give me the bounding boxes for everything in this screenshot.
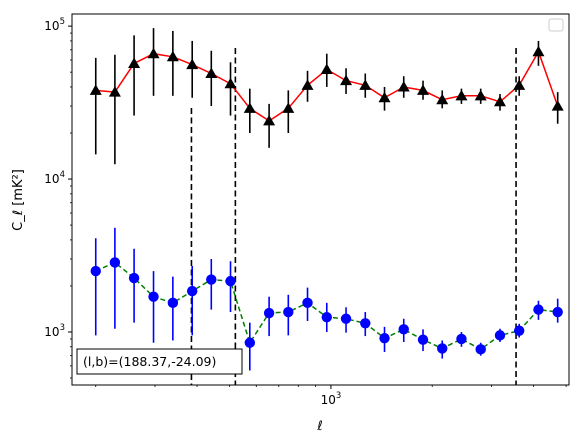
series-1 <box>89 28 564 165</box>
data-point-circle <box>302 297 313 309</box>
data-point-circle <box>437 343 448 354</box>
data-point-triangle <box>263 114 276 126</box>
data-point-triangle <box>166 50 179 62</box>
data-point-circle <box>206 274 217 285</box>
x-axis-label: ℓ <box>316 419 322 434</box>
data-point-circle <box>225 275 236 287</box>
series-2 <box>90 227 563 371</box>
data-point-triangle <box>513 79 526 90</box>
data-point-circle <box>109 257 121 268</box>
data-point-triangle <box>301 79 314 90</box>
data-point-triangle <box>89 84 102 95</box>
x-axis-ticks: 103 <box>95 385 567 407</box>
data-point-triangle <box>282 102 295 113</box>
data-point-circle <box>417 334 429 345</box>
data-point-triangle <box>551 100 564 111</box>
data-point-triangle <box>340 74 353 86</box>
data-point-triangle <box>243 102 256 113</box>
data-point-triangle <box>147 47 160 59</box>
data-point-triangle <box>108 86 121 97</box>
data-point-circle <box>283 306 294 318</box>
data-point-circle <box>456 333 467 345</box>
data-point-circle <box>263 307 275 319</box>
y-tick-label: 105 <box>44 17 65 33</box>
data-point-triangle <box>224 77 237 89</box>
data-point-circle <box>244 337 256 348</box>
data-point-circle <box>148 291 159 302</box>
data-point-circle <box>552 306 563 318</box>
data-point-triangle <box>128 57 141 68</box>
data-point-circle <box>340 313 352 324</box>
data-point-triangle <box>474 89 487 101</box>
data-point-triangle <box>436 93 449 105</box>
data-point-circle <box>360 318 371 329</box>
plot-area <box>71 13 570 386</box>
annotation-box <box>76 348 243 375</box>
data-point-triangle <box>186 58 199 70</box>
y-axis-label: C_ℓ [mK²] <box>11 169 26 231</box>
data-point-circle <box>90 265 101 277</box>
data-point-triangle <box>455 89 468 101</box>
series-layer <box>89 28 564 371</box>
data-point-circle <box>398 324 409 335</box>
data-point-circle <box>494 330 506 341</box>
data-point-triangle <box>205 67 218 78</box>
data-point-circle <box>533 304 544 315</box>
legend-box <box>548 18 564 32</box>
data-point-triangle <box>532 45 545 57</box>
data-point-circle <box>475 344 486 355</box>
data-point-triangle <box>359 79 372 90</box>
data-point-circle <box>128 272 140 284</box>
data-point-triangle <box>320 63 333 75</box>
annotation-text: (l,b)=(188.37,-24.09) <box>83 354 216 369</box>
y-tick-label: 104 <box>44 170 65 186</box>
data-point-triangle <box>417 84 430 95</box>
data-point-circle <box>379 333 390 344</box>
annotation: (l,b)=(188.37,-24.09) <box>76 348 243 375</box>
data-point-triangle <box>397 80 410 92</box>
y-tick-label: 103 <box>44 323 65 339</box>
data-point-triangle <box>493 95 506 107</box>
data-point-circle <box>167 297 179 309</box>
y-axis-ticks: 103 104 105 <box>44 17 72 379</box>
x-tick-label: 103 <box>321 391 342 407</box>
data-point-circle <box>513 325 525 336</box>
data-point-circle <box>321 311 332 323</box>
data-point-circle <box>187 285 198 297</box>
data-point-triangle <box>378 91 391 103</box>
